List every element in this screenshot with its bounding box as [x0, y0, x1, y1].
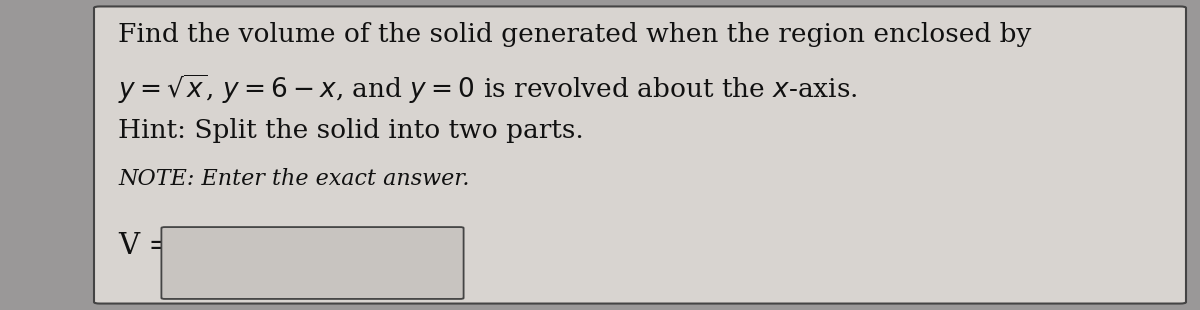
Text: Hint: Split the solid into two parts.: Hint: Split the solid into two parts.	[118, 118, 583, 143]
Text: V =: V =	[118, 232, 173, 260]
FancyBboxPatch shape	[161, 227, 463, 299]
Text: Find the volume of the solid generated when the region enclosed by: Find the volume of the solid generated w…	[118, 22, 1031, 47]
FancyBboxPatch shape	[94, 7, 1186, 303]
Text: NOTE: Enter the exact answer.: NOTE: Enter the exact answer.	[118, 168, 469, 190]
Text: $y = \sqrt{x}$, $y = 6 - x$, and $y = 0$ is revolved about the $x$-axis.: $y = \sqrt{x}$, $y = 6 - x$, and $y = 0$…	[118, 72, 858, 106]
